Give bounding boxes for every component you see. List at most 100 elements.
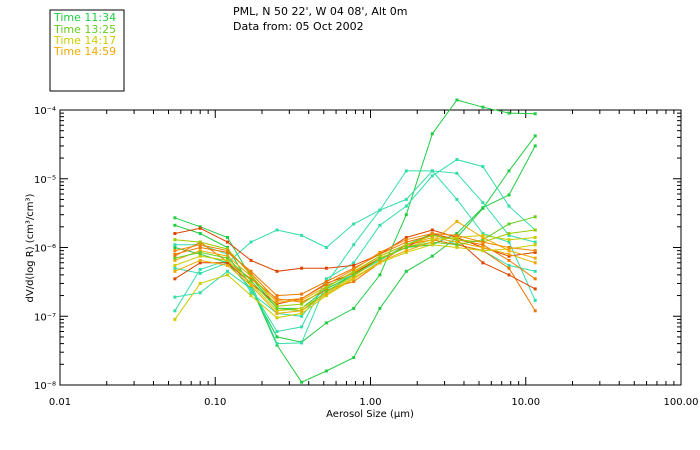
data-point — [533, 215, 537, 219]
data-point — [275, 297, 279, 301]
data-point — [198, 250, 202, 254]
data-point — [324, 277, 328, 281]
data-point — [173, 256, 177, 260]
data-point — [533, 240, 537, 244]
data-point — [352, 306, 356, 310]
data-point — [455, 233, 459, 237]
data-point — [300, 266, 304, 270]
data-point — [275, 294, 279, 298]
data-point — [430, 243, 434, 247]
data-point — [249, 294, 253, 298]
x-tick-label: 0.10 — [204, 397, 226, 408]
data-point — [533, 261, 537, 265]
data-point — [378, 254, 382, 258]
data-point — [507, 249, 511, 253]
data-point — [378, 250, 382, 254]
data-point — [507, 252, 511, 256]
data-point — [533, 134, 537, 138]
data-point — [198, 240, 202, 244]
data-point — [226, 273, 229, 277]
data-point — [455, 232, 459, 235]
x-tick-label: 10.00 — [511, 397, 540, 408]
data-point — [324, 266, 328, 270]
data-point — [404, 249, 408, 253]
y-tick-label: 10⁻⁵ — [34, 175, 56, 186]
plot-frame — [59, 109, 682, 386]
data-point — [455, 236, 459, 239]
data-point — [198, 261, 202, 265]
data-point — [173, 223, 177, 227]
data-point — [430, 238, 434, 242]
data-point — [507, 246, 511, 249]
data-point — [324, 289, 328, 293]
data-point — [352, 280, 356, 283]
series-s03 — [173, 144, 537, 310]
data-point — [275, 311, 279, 315]
y-axis-title: dV/d(log R) (cm³/cm³) — [25, 193, 36, 302]
data-point — [533, 249, 537, 253]
data-point — [198, 281, 202, 285]
data-point — [455, 219, 459, 223]
data-point — [404, 238, 408, 242]
data-point — [430, 232, 434, 235]
data-point — [533, 287, 537, 291]
data-point — [404, 197, 408, 201]
data-point — [533, 236, 537, 239]
data-point — [533, 269, 537, 273]
data-point — [226, 252, 229, 256]
data-point — [324, 321, 328, 325]
series-s04 — [173, 169, 537, 275]
data-point — [404, 243, 408, 247]
data-point — [198, 249, 202, 253]
data-point — [300, 297, 304, 301]
data-point — [300, 341, 304, 345]
data-point — [430, 233, 434, 237]
data-point — [275, 269, 279, 273]
data-point — [324, 292, 328, 296]
data-point — [404, 204, 408, 208]
data-point — [226, 236, 229, 239]
data-point — [198, 246, 202, 249]
data-point — [249, 240, 253, 244]
data-point — [430, 132, 434, 136]
data-point — [173, 249, 177, 253]
data-point — [226, 261, 229, 265]
data-point — [507, 233, 511, 237]
data-point — [226, 247, 229, 251]
data-point — [249, 279, 253, 283]
y-tick-label: 10⁻⁴ — [34, 106, 56, 117]
data-point — [430, 254, 434, 258]
legend-entry-3: Time 14:59 — [53, 45, 116, 58]
data-point — [226, 258, 229, 262]
data-point — [507, 263, 511, 267]
data-point — [352, 222, 356, 226]
data-point — [173, 263, 177, 267]
data-point — [275, 335, 279, 339]
data-point — [378, 260, 382, 264]
x-tick-label: 0.01 — [49, 397, 71, 408]
y-axis-ticks — [60, 109, 681, 386]
data-point — [198, 267, 202, 271]
data-point — [249, 269, 253, 273]
data-point — [300, 314, 304, 318]
data-point — [173, 277, 177, 281]
series-s18 — [173, 232, 537, 302]
data-point — [378, 273, 382, 277]
data-point — [455, 243, 459, 247]
data-point — [481, 105, 485, 109]
data-point — [173, 252, 177, 256]
data-point — [198, 243, 202, 247]
data-point — [404, 250, 408, 254]
data-point — [404, 213, 408, 217]
data-point — [481, 240, 485, 244]
data-point — [198, 258, 202, 262]
x-tick-label: 1.00 — [359, 397, 381, 408]
data-point — [378, 306, 382, 310]
x-axis-title: Aerosol Size (µm) — [326, 409, 414, 420]
chart-subtitle: Data from: 05 Oct 2002 — [233, 20, 364, 33]
data-point — [324, 369, 328, 373]
data-point — [275, 302, 279, 306]
data-point — [173, 243, 177, 247]
data-point — [324, 246, 328, 249]
